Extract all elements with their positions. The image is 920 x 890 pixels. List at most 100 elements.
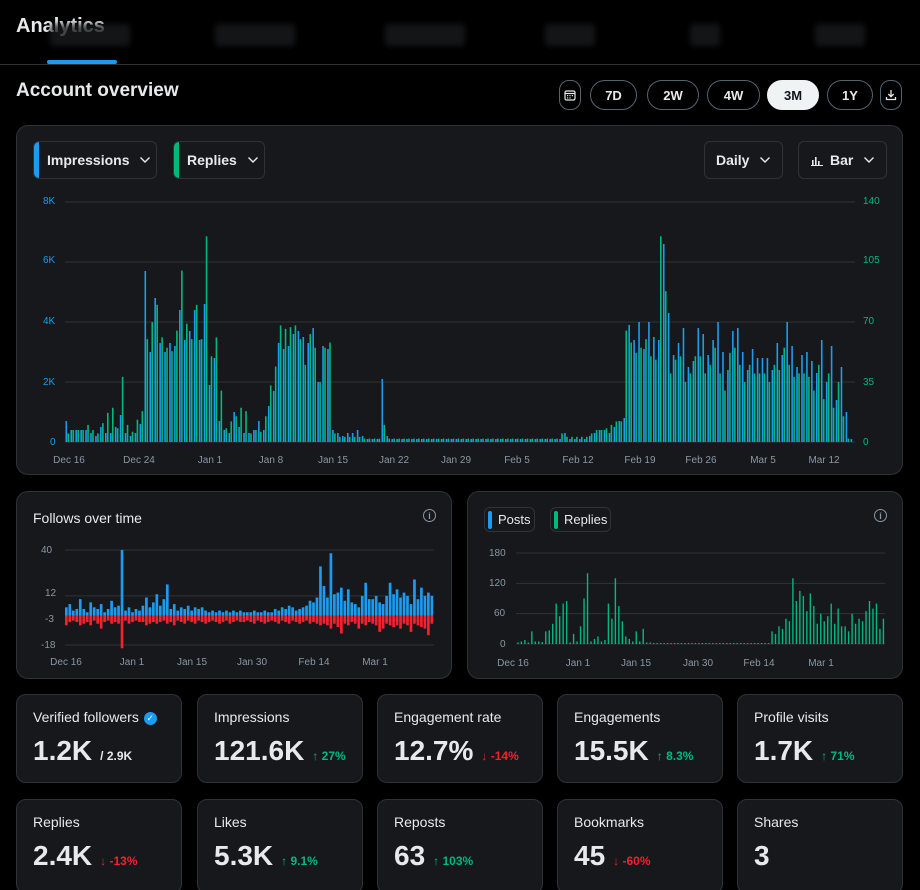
replies-bar	[816, 623, 818, 644]
impressions-bar	[830, 346, 833, 442]
tab-blurred-6[interactable]	[815, 24, 865, 46]
replies-bar	[659, 236, 662, 442]
stat-change-down: ↓ -14%	[481, 749, 519, 763]
impressions-bar	[95, 436, 97, 442]
stat-card-engagements[interactable]: Engagements 15.5K ↑ 8.3%	[557, 694, 723, 783]
replies-bar	[719, 642, 721, 644]
replies-bar	[743, 642, 745, 644]
follows-bar	[420, 587, 423, 616]
replies-bar	[635, 352, 637, 442]
unfollows-bar	[190, 615, 194, 623]
metric1-dropdown[interactable]: Impressions	[33, 141, 157, 179]
stat-card-likes[interactable]: Likes 5.3K ↑ 9.1%	[197, 799, 363, 890]
replies-bar	[704, 373, 707, 442]
impressions-bar	[440, 439, 443, 442]
range-1y-button[interactable]: 1Y	[827, 80, 873, 110]
follows-bar	[353, 604, 357, 616]
granularity-dropdown[interactable]: Daily	[704, 141, 783, 179]
unfollows-bar	[367, 615, 371, 623]
stat-card-impressions[interactable]: Impressions 121.6K ↑ 27%	[197, 694, 363, 783]
replies-bar	[506, 438, 509, 442]
replies-bar	[116, 428, 119, 442]
unfollows-bar	[353, 615, 357, 624]
follows-bar	[134, 608, 138, 616]
info-icon[interactable]: i	[874, 509, 887, 522]
posts-axis-tick: 120	[489, 578, 506, 589]
unfollows-bar	[315, 615, 319, 624]
follows-bar	[162, 599, 166, 616]
download-button[interactable]	[880, 80, 902, 110]
replies-bar	[830, 603, 832, 644]
metric2-dropdown[interactable]: Replies	[173, 141, 265, 179]
stat-change-value: -13%	[109, 854, 138, 868]
follows-bar	[371, 599, 375, 616]
range-2w-button[interactable]: 2W	[647, 80, 699, 110]
replies-bar	[872, 608, 874, 644]
impressions-bar	[845, 412, 848, 442]
impressions-bar	[495, 439, 497, 442]
stat-value-wrap: 121.6K ↑ 27%	[214, 735, 346, 767]
impressions-bar	[509, 439, 512, 442]
follows-bar	[336, 592, 340, 616]
follows-bar	[131, 612, 134, 616]
metric2-swatch	[174, 142, 179, 178]
stat-card-verified-followers[interactable]: Verified followers ✓ 1.2K / 2.9K	[16, 694, 182, 783]
stat-card-replies[interactable]: Replies 2.4K ↓ -13%	[16, 799, 182, 890]
impressions-bar	[539, 439, 542, 442]
impressions-bar	[193, 310, 196, 442]
left-axis-tick: 2K	[43, 377, 56, 388]
impressions-bar	[653, 337, 655, 442]
stat-card-engagement-rate[interactable]: Engagement rate 12.7% ↓ -14%	[377, 694, 543, 783]
stat-card-shares[interactable]: Shares 3	[737, 799, 903, 890]
legend-replies[interactable]: Replies	[550, 507, 611, 532]
impressions-bar	[312, 328, 314, 442]
tab-blurred-2[interactable]	[215, 24, 295, 46]
follows-bar	[385, 595, 388, 616]
stat-card-bookmarks[interactable]: Bookmarks 45 ↓ -60%	[557, 799, 723, 890]
tab-blurred-1[interactable]	[50, 24, 130, 46]
impressions-bar	[791, 346, 793, 442]
tab-blurred-5[interactable]	[690, 24, 720, 46]
replies-bar	[655, 359, 657, 442]
range-3m-button[interactable]: 3M	[767, 80, 819, 110]
follows-chart-card: Follows over time i 40 12 -3 -18 Dec 16 J…	[16, 491, 452, 679]
unfollows-bar	[211, 615, 214, 621]
impressions-bar	[386, 436, 389, 442]
follows-bar	[350, 602, 354, 616]
impressions-bar	[450, 439, 453, 442]
calendar-button[interactable]	[559, 80, 581, 110]
info-icon[interactable]: i	[423, 509, 436, 522]
range-7d-button[interactable]: 7D	[590, 80, 637, 110]
unfollows-bar	[340, 615, 343, 634]
stat-value-wrap: 1.2K / 2.9K	[33, 735, 132, 767]
follows-bar	[141, 605, 145, 616]
impressions-bar	[460, 439, 463, 442]
unfollows-bar	[197, 615, 200, 621]
legend-posts[interactable]: Posts	[484, 507, 535, 532]
replies-bar	[593, 638, 596, 644]
impressions-bar	[114, 427, 117, 442]
impressions-bar	[806, 352, 808, 442]
unfollows-bar	[399, 615, 402, 629]
unfollows-bar	[65, 615, 68, 626]
impressions-bar	[499, 439, 502, 442]
tab-blurred-3[interactable]	[385, 24, 465, 46]
replies-bar	[583, 598, 585, 644]
replies-bar	[531, 438, 534, 442]
chart-type-dropdown[interactable]: Bar	[798, 141, 887, 179]
range-4w-button[interactable]: 4W	[707, 80, 760, 110]
stat-card-profile-visits[interactable]: Profile visits 1.7K ↑ 71%	[737, 694, 903, 783]
follows-bar	[179, 607, 183, 616]
right-axis-tick: 70	[863, 316, 875, 327]
stat-card-reposts[interactable]: Reposts 63 ↑ 103%	[377, 799, 543, 890]
main-chart-card: Impressions Replies Daily Bar 8K 6K 4K 2…	[16, 125, 903, 475]
follows-bar	[211, 610, 214, 616]
replies-bar	[590, 433, 593, 442]
tab-blurred-4[interactable]	[545, 24, 595, 46]
replies-bar	[245, 411, 247, 442]
replies-bar	[729, 352, 731, 442]
replies-bar	[551, 438, 553, 442]
stat-value: 3	[754, 840, 770, 871]
impressions-bar	[751, 349, 754, 442]
impressions-bar	[203, 304, 206, 442]
